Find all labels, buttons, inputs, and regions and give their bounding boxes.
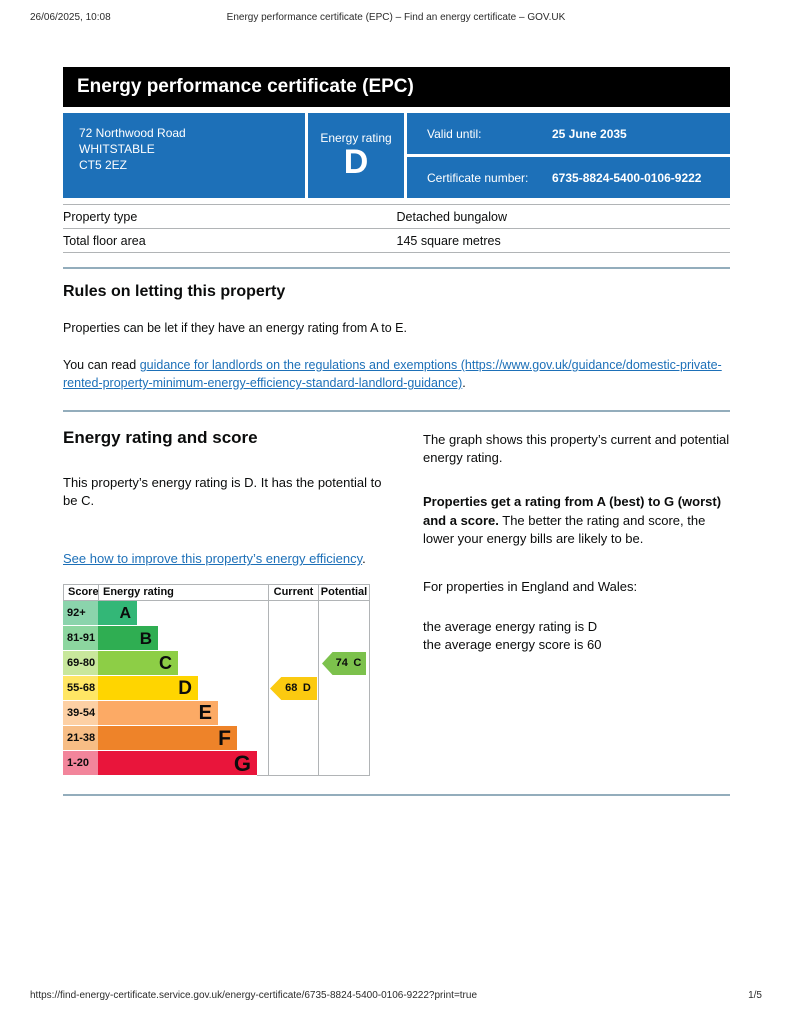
landlord-guidance-link[interactable]: guidance for landlords on the regulation… [63,358,722,391]
band-score-range: 55-68 [63,676,98,701]
print-datetime: 26/06/2025, 10:08 [30,12,111,23]
property-address: 72 Northwood Road WHITSTABLE CT5 2EZ [63,113,305,198]
rating-scale-rest: The better the rating and score, the low… [423,512,706,546]
certificate-number-label: Certificate number: [427,170,529,185]
band-score-range: 39-54 [63,701,98,726]
band-score-range: 81-91 [63,626,98,651]
property-type-label: Property type [63,209,138,224]
potential-column-header: Potential [318,584,370,601]
epc-band-row: 92+ A [63,601,137,626]
score-column-header: Score [63,584,99,601]
page-title: Energy performance certificate (EPC) [77,76,414,97]
energy-rating-value: D [343,142,369,181]
graph-column-divider [369,601,370,776]
letting-rules-heading: Rules on letting this property [63,283,286,300]
average-rating-text: the average energy rating is D [423,619,598,635]
epc-graph-header: Score Energy rating Current Potential [63,584,370,601]
band-bar-e: E [98,701,218,726]
table-row: Total floor area 145 square metres [63,229,730,253]
band-bar-a: A [98,601,137,626]
section-divider [63,794,730,796]
valid-until-value: 25 June 2035 [552,126,627,141]
table-row: Property type Detached bungalow [63,205,730,229]
current-column-header: Current [268,584,318,601]
property-details-table: Property type Detached bungalow Total fl… [63,204,730,253]
rating-scale-bold: Properties get a rating from A (best) to… [423,494,722,528]
rating-explanation-column: The graph shows this property’s current … [423,431,731,655]
page-title-banner: Energy performance certificate (EPC) [63,67,730,107]
current-rating-arrow: 68 D [270,677,317,700]
valid-until-row: Valid until: 25 June 2035 [407,113,730,154]
band-bar-b: B [98,626,158,651]
property-type-value: Detached bungalow [396,209,508,224]
energy-rating-heading: Energy rating and score [63,428,258,447]
epc-band-row: 21-38 F [63,726,237,751]
total-floor-area-label: Total floor area [63,233,146,248]
energy-rating-column-header: Energy rating [98,584,268,601]
potential-rating-arrow: 74 C [322,652,366,675]
certificate-number-row: Certificate number: 6735-8824-5400-0106-… [407,157,730,198]
total-floor-area-value: 145 square metres [396,233,501,248]
epc-band-row: 55-68 D [63,676,198,701]
certificate-summary-panel: 72 Northwood Road WHITSTABLE CT5 2EZ Ene… [63,113,730,198]
section-divider [63,410,730,412]
letting-rules-text: Properties can be let if they have an en… [63,321,407,335]
certificate-meta: Valid until: 25 June 2035 Certificate nu… [407,113,730,198]
band-bar-g: G [98,751,257,776]
average-score-text: the average energy score is 60 [423,637,602,653]
epc-band-row: 69-80 C [63,651,178,676]
energy-rating-summary-text: This property’s energy rating is D. It h… [63,475,382,509]
guidance-text-suffix: . [462,376,466,391]
rating-scale-text: Properties get a rating from A (best) to… [423,493,731,548]
guidance-text-prefix: You can read [63,358,140,372]
address-line-1: 72 Northwood Road [79,126,186,140]
epc-graph-body: 92+ A 81-91 B 69-80 C 55-68 D 39-54 E 21-38 F 1-20 G 6… [63,601,370,776]
section-divider [63,267,730,269]
england-wales-text: For properties in England and Wales: [423,578,638,594]
graph-column-divider [318,601,319,776]
address-line-2: WHITSTABLE [79,141,155,156]
improve-efficiency-paragraph: See how to improve this property’s energ… [63,550,395,568]
energy-rating-box: Energy rating D [308,113,404,198]
band-bar-f: F [98,726,237,751]
letting-guidance-paragraph: You can read guidance for landlords on t… [63,356,730,392]
graph-explanation-text: The graph shows this property’s current … [423,432,730,466]
band-bar-c: C [98,651,178,676]
band-score-range: 21-38 [63,726,98,751]
energy-rating-label: Energy rating [320,130,392,145]
print-url: https://find-energy-certificate.service.… [30,990,478,1001]
improve-link-suffix: . [362,551,366,567]
epc-band-row: 39-54 E [63,701,218,726]
band-score-range: 1-20 [63,751,98,776]
print-header: 26/06/2025, 10:08 Energy performance cer… [30,12,762,28]
band-score-range: 69-80 [63,651,98,676]
energy-rating-column: Energy rating and score This property’s … [63,428,395,569]
print-page-title: Energy performance certificate (EPC) – F… [226,12,566,23]
band-score-range: 92+ [63,601,98,626]
improve-efficiency-link[interactable]: See how to improve this property’s energ… [63,551,363,567]
valid-until-label: Valid until: [427,126,482,141]
epc-rating-graph: Score Energy rating Current Potential 92… [63,584,370,776]
graph-column-divider [268,601,269,776]
address-line-3: CT5 2EZ [79,157,128,172]
epc-band-row: 81-91 B [63,626,158,651]
epc-band-row: 1-20 G [63,751,257,776]
page-number: 1/5 [748,990,762,1001]
band-bar-d: D [98,676,198,701]
certificate-number-value: 6735-8824-5400-0106-9222 [552,170,702,185]
